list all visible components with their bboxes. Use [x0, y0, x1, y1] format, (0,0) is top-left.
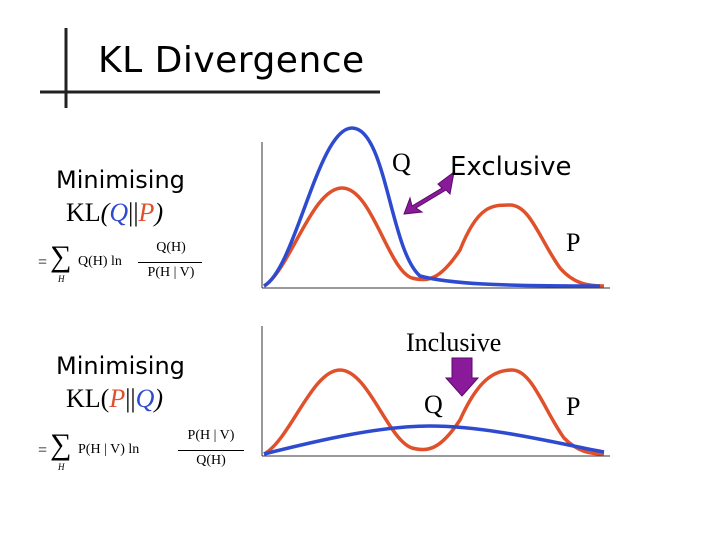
top-kl-close: )	[154, 198, 164, 227]
top-formula-sigma: ∑	[50, 240, 72, 273]
bottom-kl-close: )	[154, 384, 164, 413]
bottom-formula-denominator: Q(H)	[196, 453, 226, 468]
top-formula-equals: =	[38, 254, 48, 271]
slide-title: KL Divergence	[98, 40, 365, 81]
top-q-curve	[262, 126, 601, 288]
bottom-kl-first: P	[109, 384, 126, 413]
bottom-formula-sigma: ∑	[50, 428, 72, 461]
bottom-q-annotation: Q	[424, 390, 443, 419]
bottom-formula: = ∑ H P(H | V) ln P(H | V) Q(H)	[38, 428, 244, 478]
bottom-kl-sep: ||	[125, 384, 136, 413]
top-formula-body: Q(H) ln	[78, 254, 122, 269]
bottom-kl-expression: KL(P||Q)	[66, 384, 163, 414]
top-kl-open: (	[100, 198, 110, 227]
bottom-formula-body: P(H | V) ln	[78, 442, 140, 457]
top-formula-sub: H	[58, 274, 65, 284]
top-q-annotation: Q	[392, 148, 411, 177]
bottom-formula-numerator: P(H | V)	[187, 428, 235, 443]
bottom-formula-equals: =	[38, 442, 48, 459]
top-formula: = ∑ H Q(H) ln Q(H) P(H | V)	[38, 240, 208, 290]
bottom-kl-second: Q	[135, 384, 155, 413]
top-formula-numerator: Q(H)	[156, 240, 186, 255]
inclusive-arrow	[444, 357, 480, 397]
bottom-q-curve	[263, 424, 605, 456]
bottom-minimising-label: Minimising	[56, 352, 185, 380]
top-kl-sep: ||	[128, 198, 139, 227]
bottom-p-curve	[263, 368, 605, 456]
top-kl-prefix: KL	[66, 198, 101, 227]
bottom-formula-fraction-bar	[178, 450, 244, 451]
bottom-p-annotation: P	[566, 392, 581, 421]
top-formula-fraction-bar	[138, 262, 202, 263]
top-p-curve	[262, 186, 605, 288]
exclusive-label: Exclusive	[450, 152, 572, 182]
top-minimising-label: Minimising	[56, 166, 185, 194]
top-p-annotation: P	[566, 228, 581, 257]
exclusive-arrow	[403, 170, 455, 215]
top-kl-expression: KL(Q||P)	[66, 198, 163, 228]
top-kl-second: P	[138, 198, 155, 227]
inclusive-label: Inclusive	[406, 328, 502, 357]
bottom-kl-prefix: KL(	[66, 384, 110, 413]
bottom-formula-sub: H	[58, 462, 65, 472]
top-kl-first: Q	[109, 198, 129, 227]
top-formula-denominator: P(H | V)	[147, 265, 195, 280]
